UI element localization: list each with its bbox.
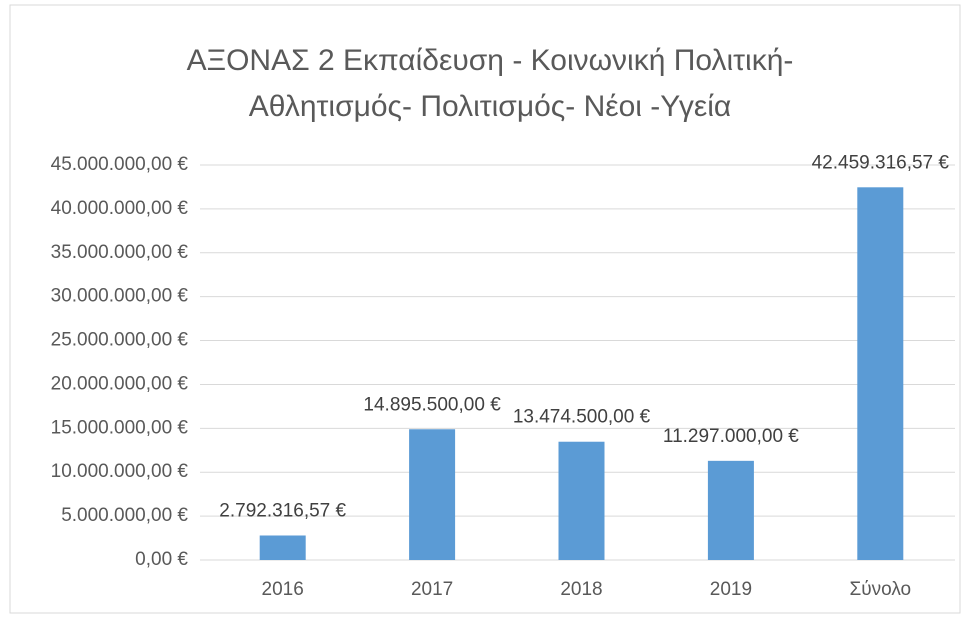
data-label: 11.297.000,00 € (663, 426, 799, 447)
x-tick-label: Σύνολο (849, 579, 911, 600)
y-tick-label: 5.000.000,00 € (61, 505, 188, 526)
x-tick-label: 2018 (560, 579, 602, 600)
bar (558, 441, 605, 560)
y-tick-label: 20.000.000,00 € (51, 373, 189, 394)
y-tick-label: 45.000.000,00 € (51, 154, 189, 175)
bar (259, 535, 306, 560)
data-label: 13.474.500,00 € (513, 407, 651, 428)
bar (409, 429, 456, 560)
data-label: 2.792.316,57 € (219, 501, 346, 522)
bar (857, 187, 904, 560)
y-tick-label: 10.000.000,00 € (51, 461, 189, 482)
y-tick-label: 0,00 € (135, 549, 188, 570)
chart-title: Αθλητισμός- Πολιτισμός- Νέοι -Υγεία (249, 90, 732, 123)
y-tick-label: 15.000.000,00 € (51, 417, 189, 438)
y-tick-label: 25.000.000,00 € (51, 330, 189, 351)
data-label: 14.895.500,00 € (363, 394, 501, 415)
data-label: 42.459.316,57 € (812, 152, 950, 173)
chart-frame (9, 4, 961, 614)
bar (707, 460, 754, 560)
x-tick-label: 2019 (710, 579, 752, 600)
x-tick-label: 2017 (411, 579, 453, 600)
y-tick-label: 35.000.000,00 € (51, 242, 189, 263)
chart-title: ΑΞΟΝΑΣ 2 Εκπαίδευση - Κοινωνική Πολιτική… (187, 44, 794, 77)
y-tick-label: 40.000.000,00 € (51, 198, 189, 219)
y-tick-label: 30.000.000,00 € (51, 286, 189, 307)
x-tick-label: 2016 (262, 579, 304, 600)
